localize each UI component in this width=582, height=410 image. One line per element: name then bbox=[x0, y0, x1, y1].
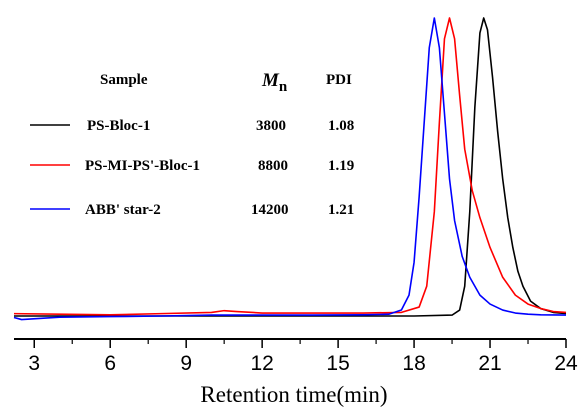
x-tick-label: 18 bbox=[402, 352, 425, 375]
x-tick-label: 6 bbox=[104, 352, 116, 375]
legend: Sample Mn PDI PS-Bloc-1 3800 1.08 PS-MI-… bbox=[30, 70, 354, 218]
series-line-ps-mi-ps-bloc-1 bbox=[13, 17, 567, 316]
legend-header-mn-main: M bbox=[261, 70, 280, 91]
x-tick-label: 3 bbox=[28, 352, 40, 375]
legend-header-pdi: PDI bbox=[326, 72, 352, 88]
x-axis-title: Retention time(min) bbox=[200, 382, 387, 407]
series-line-ps-bloc-1 bbox=[14, 17, 567, 317]
legend-mn-ps-bloc-1: 3800 bbox=[256, 118, 286, 134]
legend-mn-ps-mi-ps-bloc-1: 8800 bbox=[258, 158, 288, 174]
series-lines bbox=[13, 17, 567, 321]
legend-mn-abb-star-2: 14200 bbox=[251, 202, 289, 218]
x-tick-label: 24 bbox=[554, 352, 578, 375]
x-tick-label: 12 bbox=[250, 352, 273, 375]
x-axis-ticks: 3 6 9 12 15 18 21 24 bbox=[28, 339, 578, 375]
legend-header-mn-sub: n bbox=[279, 79, 288, 95]
legend-pdi-ps-bloc-1: 1.08 bbox=[328, 118, 354, 134]
legend-sample-abb-star-2: ABB' star-2 bbox=[85, 202, 161, 218]
legend-pdi-ps-mi-ps-bloc-1: 1.19 bbox=[328, 158, 354, 174]
x-tick-label: 9 bbox=[180, 352, 192, 375]
legend-header-mn: Mn bbox=[261, 70, 288, 95]
x-tick-label: 15 bbox=[326, 352, 349, 375]
x-tick-label: 21 bbox=[478, 352, 501, 375]
legend-sample-ps-bloc-1: PS-Bloc-1 bbox=[87, 118, 150, 134]
legend-pdi-abb-star-2: 1.21 bbox=[328, 202, 354, 218]
legend-header-sample: Sample bbox=[100, 72, 148, 88]
legend-sample-ps-mi-ps-bloc-1: PS-MI-PS'-Bloc-1 bbox=[85, 158, 200, 174]
series-line-abb-star-2 bbox=[13, 17, 567, 321]
